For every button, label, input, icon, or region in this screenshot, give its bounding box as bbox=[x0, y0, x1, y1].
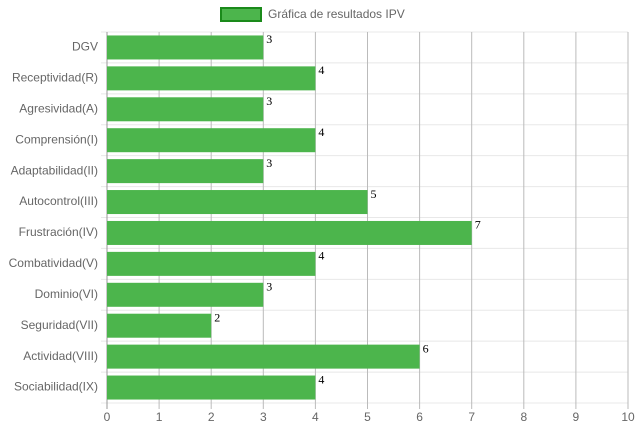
x-tick-label: 5 bbox=[364, 410, 371, 424]
x-tick-label: 0 bbox=[104, 410, 111, 424]
legend-swatch bbox=[220, 7, 262, 22]
value-label: 6 bbox=[423, 341, 429, 355]
bar bbox=[107, 344, 420, 369]
value-label: 4 bbox=[318, 372, 324, 386]
bar bbox=[107, 220, 472, 245]
x-tick-label: 3 bbox=[260, 410, 267, 424]
bar bbox=[107, 128, 316, 153]
x-tick-label: 4 bbox=[312, 410, 319, 424]
x-tick-label: 9 bbox=[573, 410, 580, 424]
y-tick-label: Seguridad(VII) bbox=[21, 318, 98, 332]
legend-label: Gráfica de resultados IPV bbox=[268, 7, 405, 21]
bar bbox=[107, 313, 212, 338]
bar bbox=[107, 282, 264, 307]
y-tick-label: Sociabilidad(IX) bbox=[14, 380, 98, 394]
y-tick-label: Autocontrol(III) bbox=[19, 194, 98, 208]
bar bbox=[107, 375, 316, 400]
x-tick-label: 1 bbox=[156, 410, 163, 424]
y-tick-label: Actividad(VIII) bbox=[23, 349, 98, 363]
value-label: 4 bbox=[318, 63, 324, 77]
x-tick-label: 10 bbox=[621, 410, 635, 424]
bar bbox=[107, 66, 316, 91]
y-tick-label: Combatividad(V) bbox=[9, 256, 98, 270]
y-tick-label: Dominio(VI) bbox=[35, 287, 98, 301]
value-label: 3 bbox=[266, 156, 272, 170]
value-label: 5 bbox=[371, 187, 377, 201]
value-label: 4 bbox=[318, 249, 324, 263]
x-tick-label: 7 bbox=[468, 410, 475, 424]
y-tick-label: Frustración(IV) bbox=[19, 225, 98, 239]
y-tick-label: Agresividad(A) bbox=[19, 101, 98, 115]
bar bbox=[107, 97, 264, 122]
y-tick-label: Adaptabilidad(II) bbox=[11, 163, 98, 177]
bar bbox=[107, 190, 368, 215]
x-tick-label: 2 bbox=[208, 410, 215, 424]
y-tick-label: Comprensión(I) bbox=[15, 132, 98, 146]
x-tick-label: 8 bbox=[520, 410, 527, 424]
value-label: 3 bbox=[266, 280, 272, 294]
value-label: 3 bbox=[266, 94, 272, 108]
value-label: 4 bbox=[318, 125, 324, 139]
value-label: 7 bbox=[475, 218, 481, 232]
bar bbox=[107, 251, 316, 276]
value-label: 2 bbox=[214, 310, 220, 324]
y-tick-label: Receptividad(R) bbox=[12, 71, 98, 85]
bar bbox=[107, 159, 264, 184]
y-tick-label: DGV bbox=[72, 40, 98, 54]
value-label: 3 bbox=[266, 32, 272, 46]
x-tick-label: 6 bbox=[416, 410, 423, 424]
bar bbox=[107, 35, 264, 60]
